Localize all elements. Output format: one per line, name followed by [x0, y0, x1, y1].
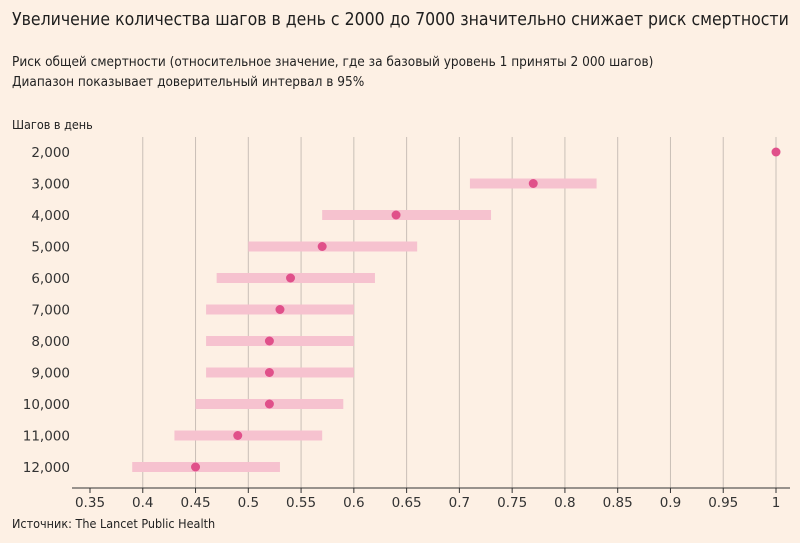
category-label: 11,000 [23, 429, 70, 445]
category-label: 3,000 [31, 177, 70, 193]
point-estimate [771, 147, 781, 157]
source-note: Источник: The Lancet Public Health [12, 516, 216, 531]
point-estimate [528, 179, 538, 188]
confidence-interval-bar [248, 241, 418, 252]
category-label: 6,000 [31, 271, 70, 287]
x-tick-label: 0.45 [181, 495, 211, 511]
point-estimate [264, 399, 274, 409]
point-estimate [233, 431, 243, 440]
category-label: 9,000 [31, 366, 70, 382]
x-axis: 0.35 0.4 0.45 0.5 0.55 0.6 0.65 0.7 0.75 0.8 0.85 0… [72, 487, 790, 511]
confidence-interval-bar [322, 210, 492, 220]
confidence-intervals [132, 178, 597, 472]
point-estimate [286, 273, 296, 283]
point-estimate [317, 242, 327, 251]
x-tick-label: 0.6 [343, 495, 364, 511]
category-label: 10,000 [23, 397, 70, 413]
subtitle-line-2: Диапазон показывает доверительный интерв… [12, 74, 365, 90]
confidence-interval-bar [206, 367, 354, 378]
confidence-interval-bar [132, 462, 280, 472]
x-tick-label: 0.35 [75, 495, 105, 511]
x-tick-label: 0.85 [603, 495, 633, 511]
category-label: 7,000 [31, 303, 70, 319]
category-label: 12,000 [23, 460, 70, 476]
category-label: 5,000 [31, 240, 70, 256]
point-estimate [275, 305, 285, 314]
point-estimate [264, 368, 274, 377]
category-label: 8,000 [31, 334, 70, 350]
x-tick-label: 0.7 [449, 495, 470, 511]
x-tick-label: 0.5 [238, 495, 259, 511]
category-labels: 2,000 3,000 4,000 5,000 6,000 7,000 8,000 9,000… [23, 145, 70, 476]
category-label: 4,000 [31, 208, 70, 224]
confidence-interval-bar [174, 430, 323, 441]
x-tick-label: 1 [772, 495, 781, 511]
x-tick-label: 0.8 [554, 495, 575, 511]
x-tick-label: 0.9 [660, 495, 681, 511]
x-tick-label: 0.65 [392, 495, 422, 511]
point-estimate [191, 462, 201, 472]
x-tick-label: 0.55 [286, 495, 316, 511]
confidence-interval-bar [206, 336, 354, 346]
point-estimate [391, 210, 401, 220]
x-tick-label: 0.4 [132, 495, 153, 511]
point-estimate [264, 336, 274, 346]
category-label: 2,000 [31, 145, 70, 161]
confidence-interval-bar [216, 273, 375, 283]
point-estimates [191, 147, 781, 472]
x-tick-label: 0.75 [497, 495, 527, 511]
chart-subtitle: Риск общей смертности (относительное зна… [12, 52, 653, 92]
x-tick-label: 0.95 [708, 495, 738, 511]
y-axis-label: Шагов в день [12, 117, 93, 132]
subtitle-line-1: Риск общей смертности (относительное зна… [12, 54, 654, 70]
chart-title: Увеличение количества шагов в день с 200… [12, 10, 789, 30]
